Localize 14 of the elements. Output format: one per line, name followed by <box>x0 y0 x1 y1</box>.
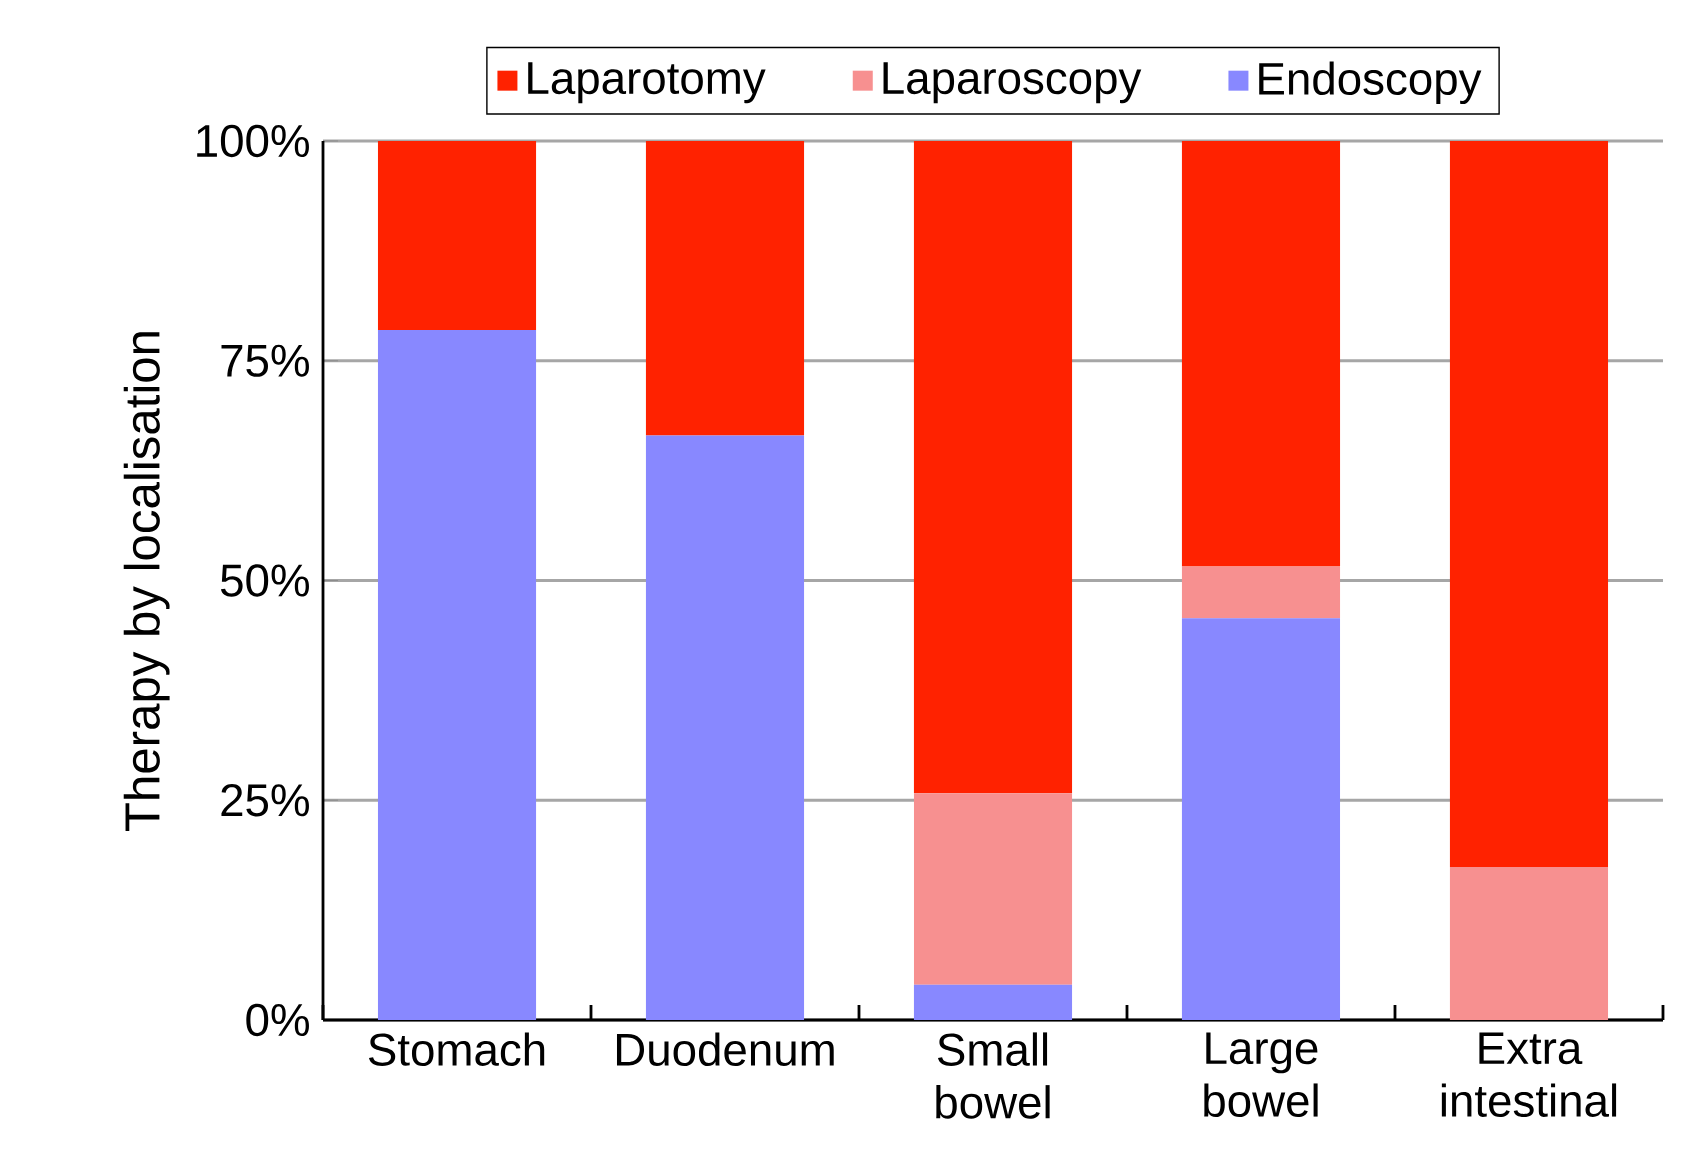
x-tick-label: Stomach <box>368 1032 545 1066</box>
legend-label: Endoscopy <box>1259 61 1482 105</box>
y-axis-title: Therapy by localisation <box>123 332 170 832</box>
y-tick-label: 75% <box>221 344 309 377</box>
x-tick-label: Duodenum <box>616 1032 834 1066</box>
legend-label: Laparoscopy <box>883 62 1142 104</box>
y-tick-label: 25% <box>221 784 309 817</box>
x-tick-label: Extra intestinal <box>1441 1032 1617 1118</box>
y-tick-label: 0% <box>246 1003 309 1037</box>
legend-label: Laparotomy <box>528 62 766 104</box>
x-tick-label: Large bowel <box>1204 1032 1318 1118</box>
y-tick-label: 50% <box>220 564 309 597</box>
x-tick-label: Small bowel <box>936 1032 1050 1119</box>
y-tick-label: 100% <box>197 124 309 158</box>
